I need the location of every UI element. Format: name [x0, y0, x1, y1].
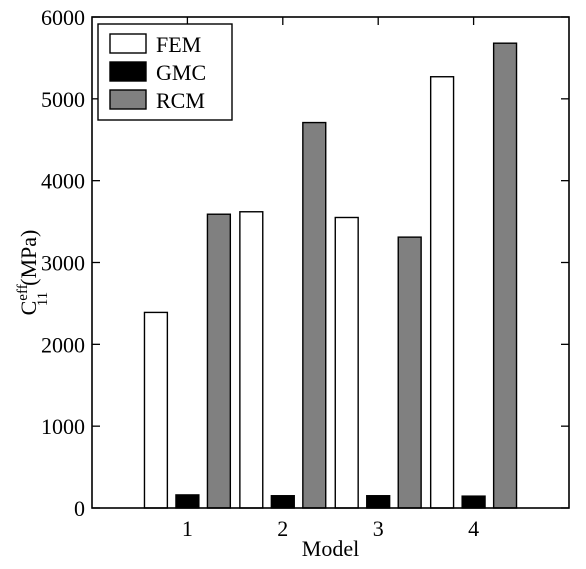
legend-label-gmc: GMC — [156, 60, 206, 85]
y-axis-title-subscript: 11 — [35, 292, 51, 306]
x-axis-title: Model — [302, 536, 359, 561]
y-tick-label: 0 — [74, 496, 85, 521]
y-axis-title-superscript: eff — [15, 284, 31, 300]
y-tick-label: 4000 — [41, 169, 85, 194]
bar-rcm-model-3 — [397, 236, 422, 509]
bar-rcm-model-2 — [302, 121, 327, 509]
legend-swatch-gmc — [109, 61, 147, 82]
y-tick-label: 5000 — [41, 87, 85, 112]
x-tick-label: 4 — [468, 516, 479, 541]
legend-label-rcm: RCM — [156, 88, 205, 113]
x-tick-label: 1 — [182, 516, 193, 541]
bar-fem-model-3 — [334, 216, 359, 509]
legend-swatch-rcm — [109, 89, 147, 110]
bar-fem-model-1 — [143, 311, 169, 509]
bar-rcm-model-4 — [492, 42, 518, 509]
bars-layer — [143, 42, 518, 509]
x-tick-label: 3 — [373, 516, 384, 541]
legend: FEM GMC RCM — [97, 23, 233, 121]
bar-fem-model-4 — [429, 76, 455, 509]
y-tick-label: 1000 — [41, 414, 85, 439]
legend-swatch-fem — [109, 33, 147, 54]
bar-rcm-model-1 — [206, 213, 232, 509]
ticks-layer: 0 1000 2000 3000 4000 5000 6000 1 2 3 4 — [41, 5, 569, 541]
y-axis-title-unit: (MPa) — [16, 230, 41, 286]
y-tick-label: 3000 — [41, 251, 85, 276]
y-tick-label: 6000 — [41, 5, 85, 30]
legend-label-fem: FEM — [156, 32, 201, 57]
y-axis-title-symbol: C — [16, 301, 41, 316]
x-tick-label: 2 — [277, 516, 288, 541]
y-tick-label: 2000 — [41, 332, 85, 357]
bar-fem-model-2 — [239, 211, 264, 509]
y-axis-title: Ceff 11 (MPa) — [15, 230, 51, 316]
